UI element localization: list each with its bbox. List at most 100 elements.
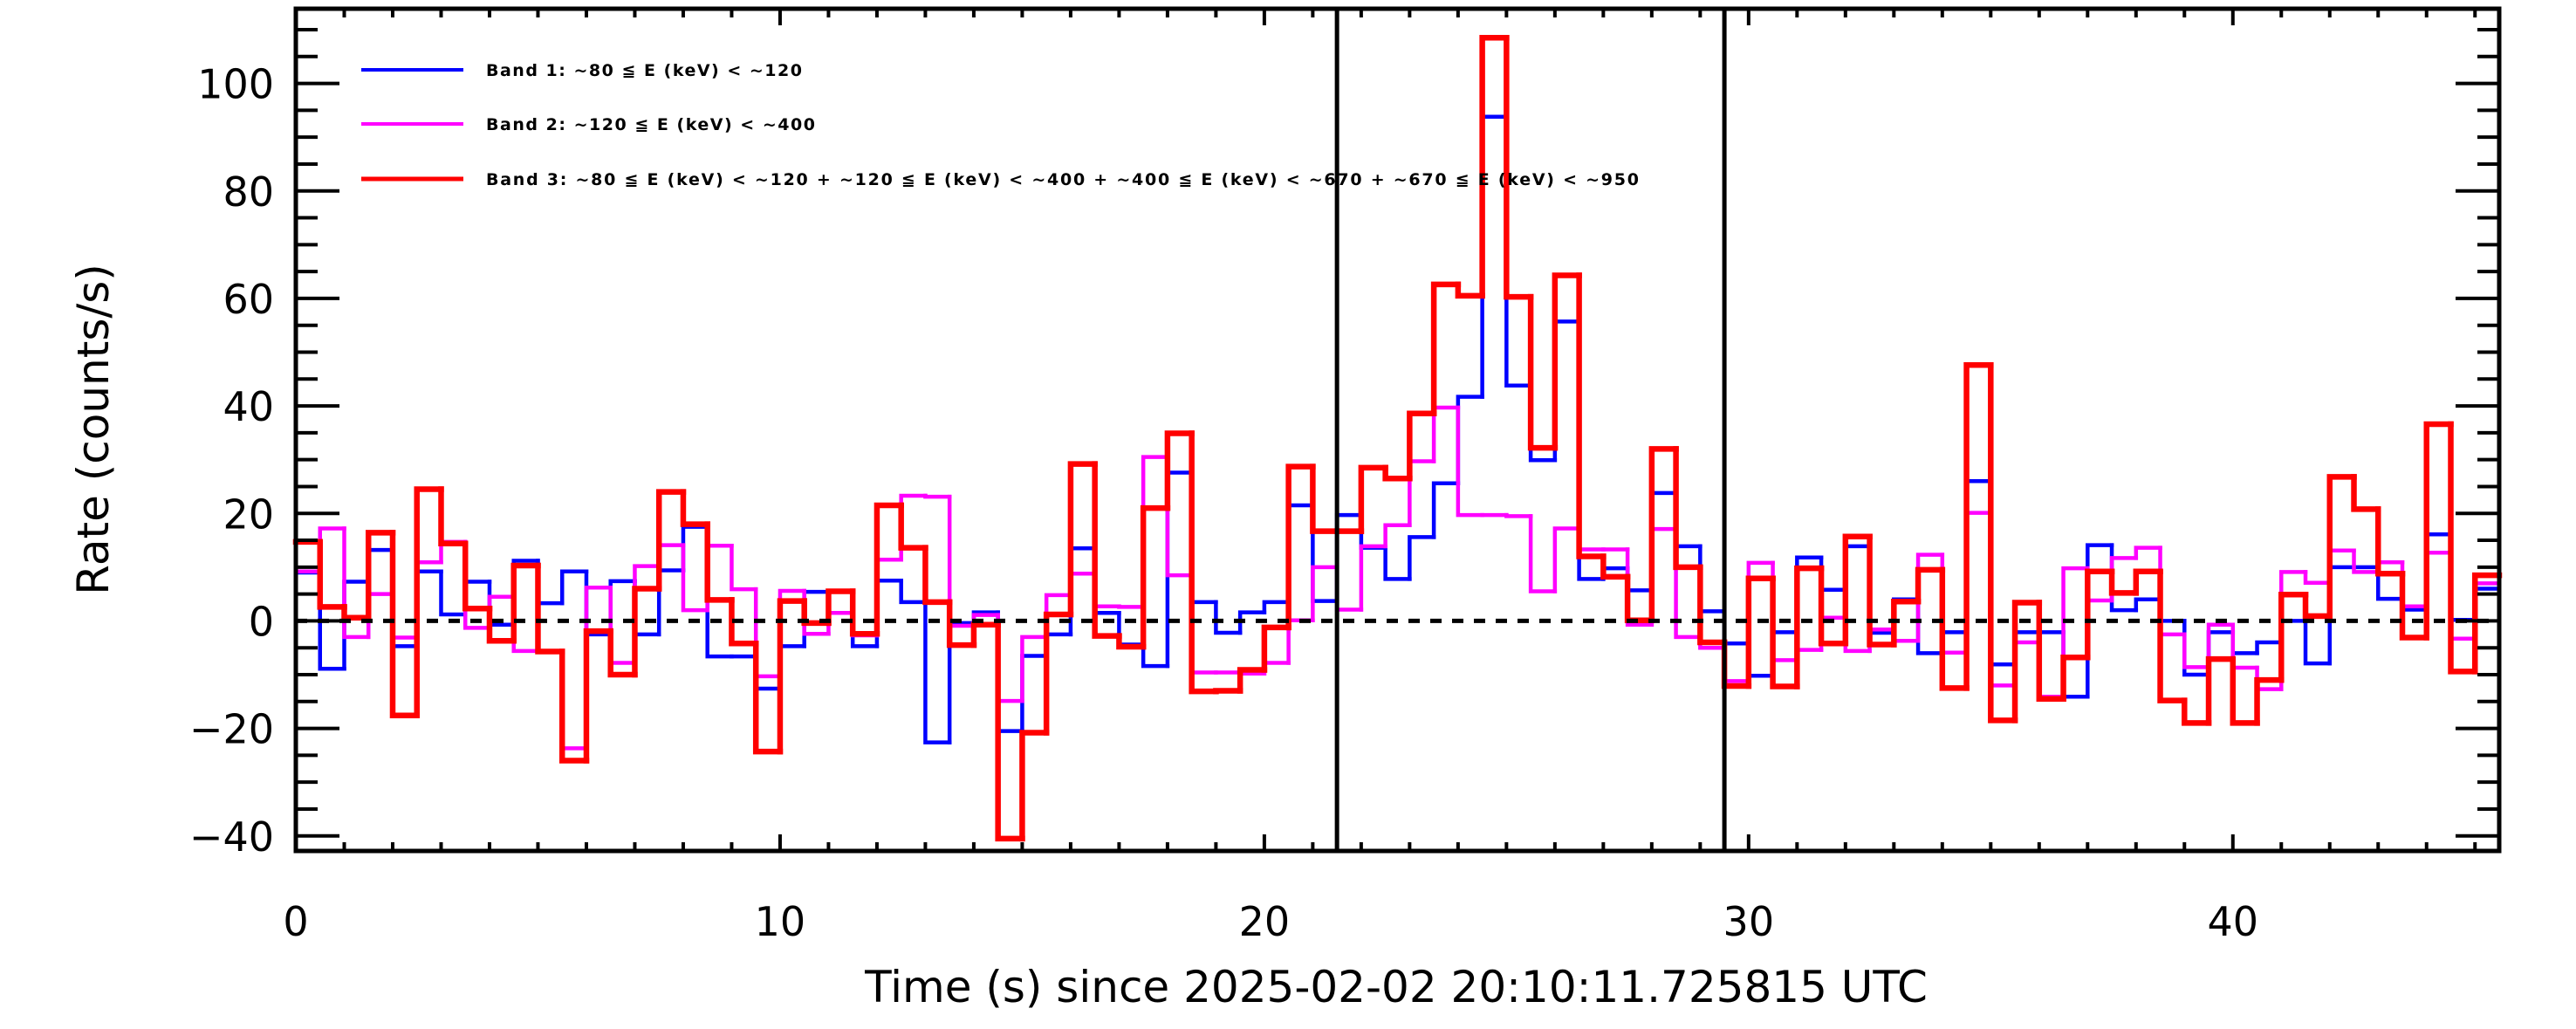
band-3-bin: [2230, 655, 2260, 726]
band-3-bin: [389, 530, 420, 719]
band-3-bin: [1842, 533, 1873, 647]
band-1-bin: [390, 547, 419, 648]
band-2-bin: [1964, 511, 1993, 655]
band-3-bin: [2133, 568, 2163, 596]
band-2-bin: [1189, 573, 1218, 675]
band-1-bin: [1456, 394, 1484, 486]
series-band-3: [292, 35, 2503, 842]
band-2-bin: [1577, 526, 1606, 552]
band-3-bin: [826, 588, 856, 627]
band-3-bin: [1067, 461, 1098, 618]
plot-frame: [293, 6, 2502, 854]
legend-item-band-1: Band 1: ~80 ≦ E (keV) < ~120: [361, 61, 802, 80]
x-tick-label: 0: [283, 898, 308, 945]
band-3-bin: [1891, 599, 1922, 648]
band-3-bin: [632, 586, 662, 678]
band-1-bin: [1915, 597, 1945, 655]
band-3-bin: [2254, 676, 2285, 726]
band-3-bin: [2108, 568, 2140, 596]
band-1-bin: [753, 654, 783, 691]
band-2-bin: [947, 494, 976, 628]
band-3-bin: [1770, 575, 1800, 689]
band-3-bin: [1430, 281, 1462, 416]
x-tick-label: 30: [1723, 898, 1775, 945]
band-1-bin: [1746, 641, 1775, 678]
band-1-bin: [996, 610, 1024, 733]
band-2-bin: [1020, 635, 1049, 703]
band-1-bin: [1117, 610, 1146, 647]
legend-item-band-3: Band 3: ~80 ≦ E (keV) < ~120 + ~120 ≦ E …: [361, 170, 1639, 189]
band-2-bin: [1408, 459, 1436, 528]
band-3-bin: [1552, 272, 1582, 451]
band-3-bin: [1092, 461, 1122, 639]
band-3-bin: [922, 545, 953, 606]
band-2-bin: [753, 587, 783, 679]
band-2-bin: [1649, 526, 1678, 627]
band-1-bin: [1237, 610, 1267, 635]
band-1-bin: [2424, 532, 2453, 612]
band-2-bin: [1989, 511, 2018, 688]
band-3-bin: [2399, 570, 2430, 641]
band-1-bin: [487, 580, 516, 627]
band-1-bin: [1262, 600, 1291, 614]
band-1-bin: [1020, 654, 1049, 733]
band-2-bin: [1165, 455, 1194, 578]
band-1-bin: [2376, 565, 2405, 601]
band-3-bin: [1164, 430, 1195, 511]
y-tick-label: 20: [223, 490, 274, 538]
band-1-bin: [1577, 319, 1606, 581]
band-1-bin: [342, 580, 371, 671]
band-3-bin: [486, 606, 517, 644]
band-2-bin: [1359, 544, 1387, 612]
band-3-bin: [752, 641, 784, 755]
band-1-bin: [1286, 503, 1315, 605]
band-1-bin: [1359, 512, 1387, 550]
axes: [293, 6, 2502, 854]
band-1-bin: [947, 621, 976, 744]
band-3-bin: [777, 598, 807, 755]
band-1-bin: [2327, 565, 2356, 666]
band-1-bin: [1431, 481, 1461, 539]
band-2-bin: [584, 585, 613, 751]
band-3-bin: [341, 604, 372, 621]
band-2-bin: [318, 526, 346, 574]
band-2-bin: [1237, 670, 1267, 676]
band-3-bin: [2157, 568, 2188, 703]
band-3-bin: [2448, 421, 2478, 675]
band-1-bin: [656, 568, 686, 637]
band-3-bin: [2278, 592, 2309, 683]
band-3-bin: [970, 621, 1001, 648]
band-2-bin: [2376, 560, 2405, 574]
band-2-bin: [1286, 618, 1315, 665]
band-3-bin: [438, 486, 469, 546]
band-2-bin: [1771, 560, 1799, 662]
band-1-bin: [1408, 535, 1436, 581]
band-3-bin: [1358, 464, 1388, 534]
band-2-bin: [2352, 548, 2381, 574]
tick-labels: −40 −20 0 20 40 60 80 100 0 10 20 30 40: [189, 61, 2258, 945]
band-1-bin: [1843, 544, 1872, 592]
band-1-bin: [1214, 600, 1243, 635]
band-1-bin: [1771, 630, 1799, 678]
band-1-bin: [1722, 609, 1751, 646]
band-1-bin: [2109, 543, 2139, 613]
band-1-bin: [1189, 470, 1218, 605]
band-1-bin: [681, 525, 709, 573]
series-band-1: [293, 114, 2502, 744]
band-2-bin: [802, 588, 831, 636]
band-3-bin: [1818, 565, 1849, 647]
band-3-bin: [1745, 575, 1776, 689]
band-2-bin: [1068, 571, 1097, 598]
band-1-bin: [1044, 632, 1073, 658]
band-3-bin: [874, 502, 904, 637]
band-2-bin: [1334, 565, 1364, 612]
band-3-bin: [1939, 566, 1970, 691]
band-3-bin: [1140, 504, 1171, 650]
band-2-bin: [1456, 405, 1484, 518]
band-2-bin: [1528, 514, 1558, 593]
band-3-bin: [1648, 446, 1679, 624]
band-2-bin: [1892, 628, 1921, 643]
y-tick-label: −20: [189, 706, 274, 753]
band-3-bin: [1988, 362, 2018, 724]
